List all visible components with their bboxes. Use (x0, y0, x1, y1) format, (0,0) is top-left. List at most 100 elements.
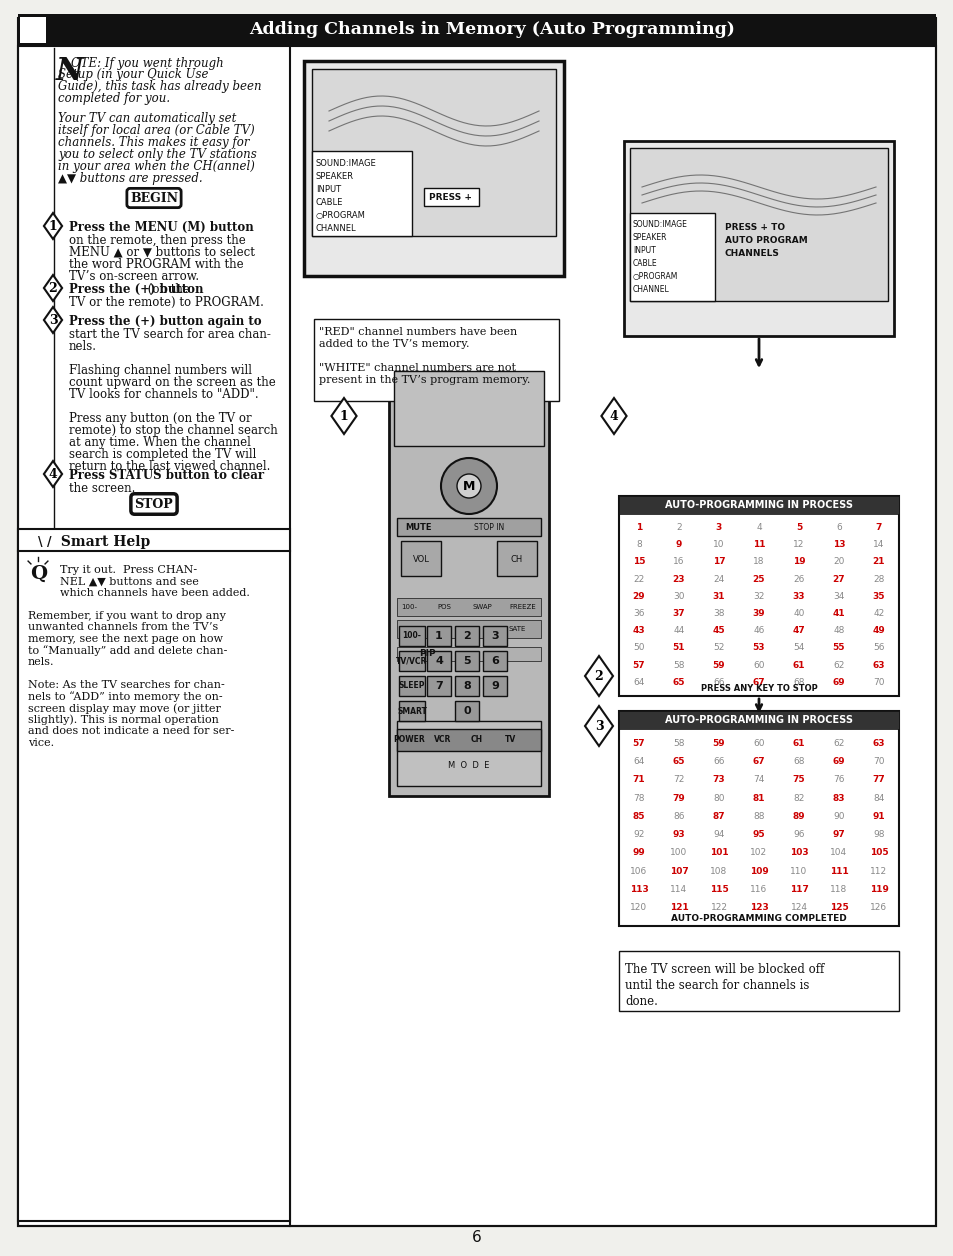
Text: 121: 121 (669, 903, 688, 912)
Bar (398, 651, 424, 671)
Text: 126: 126 (869, 903, 886, 912)
Bar (455, 625, 478, 646)
Text: Note: As the TV searches for chan-: Note: As the TV searches for chan- (28, 679, 225, 690)
Polygon shape (44, 461, 62, 487)
Text: 4: 4 (49, 467, 57, 481)
Text: 54: 54 (793, 643, 803, 653)
Text: 18: 18 (753, 558, 764, 566)
Text: search is completed the TV will: search is completed the TV will (69, 448, 256, 461)
Text: M  O  D  E: M O D E (448, 761, 489, 770)
Text: SPEAKER: SPEAKER (315, 172, 354, 181)
Text: 41: 41 (832, 609, 844, 618)
Text: 124: 124 (790, 903, 806, 912)
Bar (396, 728, 540, 751)
Text: the screen.: the screen. (69, 482, 135, 495)
Text: 1: 1 (435, 631, 442, 641)
Text: ▲▼ buttons are pressed.: ▲▼ buttons are pressed. (58, 172, 202, 185)
Text: 95: 95 (752, 830, 764, 839)
Text: SLEEP: SLEEP (398, 682, 425, 691)
Bar (400, 541, 440, 577)
Text: 2: 2 (676, 522, 681, 533)
Text: Adding Channels in Memory (Auto Programming): Adding Channels in Memory (Auto Programm… (249, 21, 734, 39)
Text: 85: 85 (632, 811, 644, 821)
Text: 57: 57 (632, 739, 644, 747)
Text: STOP IN: STOP IN (474, 522, 503, 531)
Text: VOL: VOL (412, 554, 429, 564)
Text: 72: 72 (673, 775, 684, 784)
Text: 35: 35 (872, 592, 884, 600)
Bar (396, 517, 540, 536)
Text: NEL ▲▼ buttons and see: NEL ▲▼ buttons and see (60, 577, 198, 587)
Text: 83: 83 (832, 794, 844, 803)
Text: 69: 69 (832, 678, 844, 687)
Text: 68: 68 (792, 757, 804, 766)
Text: screen display may move (or jitter: screen display may move (or jitter (28, 703, 221, 713)
Text: 48: 48 (832, 627, 843, 636)
Text: PRESS + TO: PRESS + TO (724, 224, 784, 232)
Bar (629, 148, 887, 301)
Bar (618, 711, 898, 926)
Text: 122: 122 (710, 903, 727, 912)
Text: to “Manually” add and delete chan-: to “Manually” add and delete chan- (28, 646, 227, 657)
Text: ○PROGRAM: ○PROGRAM (315, 211, 366, 220)
Text: memory, see the next page on how: memory, see the next page on how (28, 634, 223, 644)
Text: Setup (in your Quick Use: Setup (in your Quick Use (58, 68, 209, 80)
Text: unwanted channels from the TV’s: unwanted channels from the TV’s (28, 623, 218, 633)
Bar (398, 676, 424, 696)
Text: 66: 66 (713, 757, 724, 766)
Text: POWER: POWER (393, 736, 424, 745)
Text: 15: 15 (632, 558, 644, 566)
Text: 55: 55 (832, 643, 844, 653)
Text: 58: 58 (673, 739, 684, 747)
Text: on the remote, then press the: on the remote, then press the (69, 234, 246, 247)
Text: the word PROGRAM with the: the word PROGRAM with the (69, 257, 243, 271)
Text: 45: 45 (712, 627, 724, 636)
Text: 59: 59 (712, 739, 724, 747)
Text: start the TV search for area chan-: start the TV search for area chan- (69, 328, 271, 340)
Text: CHANNEL: CHANNEL (633, 285, 669, 294)
Text: 37: 37 (672, 609, 684, 618)
Text: 38: 38 (713, 609, 724, 618)
Bar (618, 496, 898, 696)
Text: CHANNEL: CHANNEL (315, 224, 356, 234)
Text: 27: 27 (832, 575, 844, 584)
Text: 86: 86 (673, 811, 684, 821)
Text: 92: 92 (633, 830, 644, 839)
Text: 47: 47 (792, 627, 804, 636)
Bar (482, 625, 506, 646)
Text: 34: 34 (832, 592, 843, 600)
Text: 84: 84 (872, 794, 883, 803)
Text: FREEZE: FREEZE (509, 604, 536, 610)
Bar (312, 69, 556, 236)
Text: 36: 36 (633, 609, 644, 618)
Text: 67: 67 (752, 678, 764, 687)
Text: PRESS ANY KEY TO STOP: PRESS ANY KEY TO STOP (700, 685, 817, 693)
Circle shape (456, 474, 480, 497)
Text: 91: 91 (872, 811, 884, 821)
Text: INPUT: INPUT (633, 246, 655, 255)
Polygon shape (584, 656, 613, 696)
Text: 77: 77 (872, 775, 884, 784)
Text: 100: 100 (670, 849, 687, 858)
Text: M: M (462, 480, 475, 492)
Text: MENU ▲ or ▼ buttons to select: MENU ▲ or ▼ buttons to select (69, 246, 254, 259)
Text: 49: 49 (872, 627, 884, 636)
Text: 28: 28 (872, 575, 883, 584)
Text: PIP: PIP (418, 649, 436, 658)
Bar (312, 151, 412, 236)
Text: 2: 2 (594, 669, 602, 682)
Text: The TV screen will be blocked off: The TV screen will be blocked off (624, 963, 823, 976)
Text: 29: 29 (632, 592, 644, 600)
Text: 101: 101 (709, 849, 727, 858)
Text: 7: 7 (435, 681, 442, 691)
Text: STOP: STOP (134, 497, 173, 510)
Text: 109: 109 (749, 867, 767, 875)
Bar (18, 529, 290, 1221)
Text: 114: 114 (670, 885, 687, 894)
Text: Remember, if you want to drop any: Remember, if you want to drop any (28, 610, 226, 620)
Text: 87: 87 (712, 811, 724, 821)
Text: you to select only the TV stations: you to select only the TV stations (58, 148, 256, 161)
Text: 2: 2 (49, 281, 57, 294)
Text: 73: 73 (712, 775, 724, 784)
Text: TV looks for channels to "ADD".: TV looks for channels to "ADD". (69, 388, 258, 401)
